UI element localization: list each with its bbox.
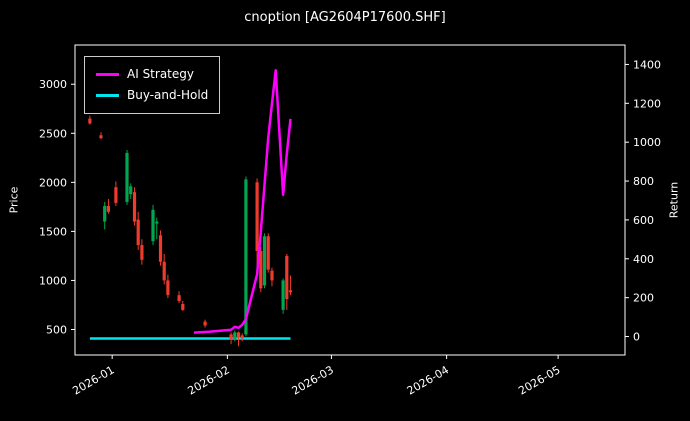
legend-item-buy-and-hold: Buy-and-Hold	[96, 85, 208, 106]
candle-body	[88, 118, 92, 124]
candle-body	[262, 236, 267, 286]
price-tick-label: 2500	[39, 127, 67, 140]
candle-body	[236, 332, 241, 338]
candlesticks	[88, 115, 293, 347]
legend-label-ai-strategy: AI Strategy	[127, 67, 194, 81]
candle-body	[106, 205, 110, 212]
return-tick-label: 1400	[633, 58, 661, 71]
plot-border	[74, 44, 626, 356]
x-tick-label: 2026-02	[186, 363, 232, 397]
candle-body	[244, 179, 248, 335]
return-tick-label: 200	[633, 292, 654, 305]
return-tick-label: 0	[633, 331, 640, 344]
candle-body	[266, 236, 270, 270]
candle-body	[151, 209, 155, 242]
chart-title: cnoption [AG2604P17600.SHF]	[244, 10, 446, 25]
price-tick-label: 3000	[39, 78, 67, 91]
legend-label-buy-and-hold: Buy-and-Hold	[127, 88, 209, 102]
candle-body	[166, 280, 170, 296]
candle-body	[285, 255, 289, 300]
candle-body	[233, 332, 237, 340]
candle-body	[240, 335, 244, 339]
candle-body	[158, 235, 163, 262]
return-tick-label: 1000	[633, 136, 661, 149]
candle-body	[140, 245, 144, 260]
candle-body	[229, 334, 233, 340]
candle-body	[99, 135, 103, 139]
return-tick-label: 1200	[633, 97, 661, 110]
candle-body	[203, 321, 207, 326]
x-tick-label: 2026-04	[405, 363, 451, 397]
candle-body	[288, 290, 293, 293]
candle-body	[181, 304, 185, 310]
ai-strategy-line	[193, 69, 292, 334]
candle-body	[125, 152, 129, 202]
candle-body	[281, 280, 285, 310]
candle-body	[132, 192, 137, 222]
buy-and-hold-line-swatch	[96, 94, 119, 97]
price-tick-label: 2000	[39, 176, 67, 189]
candle-body	[177, 295, 181, 302]
x-tick-label: 2026-01	[70, 363, 116, 397]
candle-body	[162, 261, 166, 281]
candle-body	[103, 205, 107, 222]
return-tick-label: 600	[633, 214, 654, 227]
price-tick-label: 1000	[39, 274, 67, 287]
x-tick-label: 2026-05	[516, 363, 562, 397]
price-tick-label: 1500	[39, 225, 67, 238]
price-tick-label: 500	[46, 323, 67, 336]
candle-body	[255, 182, 259, 251]
return-tick-label: 800	[633, 175, 654, 188]
candle-body	[270, 270, 274, 281]
legend: AI Strategy Buy-and-Hold	[84, 56, 221, 114]
candle-body	[136, 219, 140, 246]
candle-body	[155, 221, 159, 224]
ai-strategy-line-swatch	[96, 73, 119, 76]
candle-body	[129, 186, 133, 195]
x-tick-label: 2026-03	[290, 363, 336, 397]
candle-body	[114, 187, 118, 203]
return-tick-label: 400	[633, 253, 654, 266]
legend-item-ai-strategy: AI Strategy	[96, 64, 208, 85]
candle-body	[259, 251, 263, 289]
